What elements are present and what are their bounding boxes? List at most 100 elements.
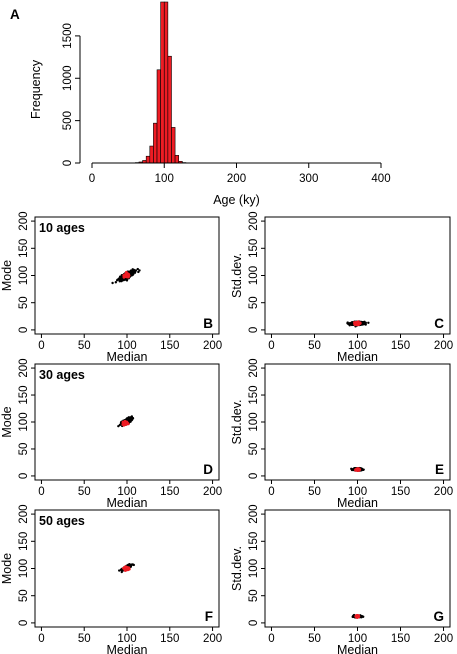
y-tick-label: 0: [18, 473, 30, 479]
panel-d: 0 50 100 150 200 0 50 100 150 200 Median Mode 30 age…: [0, 358, 222, 510]
panel-label: G: [433, 609, 444, 624]
x-tick-label: 0: [89, 173, 95, 185]
y-tick-label: 500: [62, 111, 74, 130]
panel-f: 0 50 100 150 200 0 50 100 150 200 Median Mode 50 age…: [0, 505, 222, 654]
panel-e: 0 50 100 150 200 0 50 100 150 200 Median Std.dev. E: [230, 358, 453, 510]
histogram-bar: [174, 155, 179, 164]
cloud-point: [130, 415, 134, 418]
x-tick-label: 50: [308, 633, 321, 645]
panel-title: 50 ages: [39, 514, 85, 528]
x-tick-label: 0: [38, 633, 44, 645]
cloud-point: [350, 467, 353, 471]
cloud-point: [117, 424, 120, 428]
y-tick-label: 50: [248, 296, 260, 309]
panel-label: E: [435, 462, 444, 477]
y-tick-label: 100: [18, 266, 30, 285]
histogram-bar: [163, 1, 169, 164]
x-tick-label: 200: [203, 486, 222, 498]
y-tick-label: 100: [18, 412, 30, 431]
cloud-point: [348, 322, 352, 326]
x-tick-label: 200: [434, 486, 453, 498]
y-axis-label: Frequency: [29, 59, 43, 119]
cloud-point: [111, 281, 114, 285]
x-tick-label: 200: [434, 340, 453, 352]
panel-label: C: [434, 316, 444, 331]
x-tick-label: 150: [391, 340, 410, 352]
y-tick-label: 150: [248, 532, 260, 551]
cloud-point: [130, 417, 134, 421]
cloud-point: [137, 270, 140, 274]
x-tick-label: 150: [391, 633, 410, 645]
y-tick-label: 50: [248, 443, 260, 456]
center-point: [123, 421, 127, 425]
panel-b: 0 50 100 150 200 0 50 100 150 200 Median Mode 10 age…: [0, 212, 222, 364]
y-axis-label: Std.dev.: [230, 253, 244, 298]
y-tick-label: 150: [248, 239, 260, 258]
histogram-bar: [160, 1, 165, 164]
y-tick-label: 0: [18, 620, 30, 626]
x-axis-label: Median: [107, 496, 148, 510]
x-tick-label: 150: [160, 633, 179, 645]
x-axis-label: Median: [337, 496, 378, 510]
cloud-point: [118, 569, 121, 572]
y-tick-label: 200: [248, 505, 260, 524]
x-tick-label: 100: [117, 340, 136, 352]
y-tick-label: 50: [18, 589, 30, 602]
cloud-point: [132, 269, 135, 273]
x-tick-label: 200: [227, 173, 246, 185]
x-tick-label: 0: [38, 340, 44, 352]
y-tick-label: 50: [248, 589, 260, 602]
panel-a-axes: 0 100 200 300 400 Age (ky) 0 500 1000 1500 Frequen…: [29, 23, 391, 207]
cloud-point: [132, 563, 135, 567]
cloud-point: [115, 279, 119, 282]
y-tick-label: 0: [62, 160, 74, 166]
panel-a-label: A: [10, 7, 20, 22]
cloud-point: [361, 615, 365, 618]
histogram-bar: [171, 127, 176, 164]
x-tick-label: 0: [268, 486, 274, 498]
center-point: [356, 321, 360, 324]
x-axis-label: Median: [337, 350, 378, 364]
x-axis-label: Median: [107, 643, 148, 654]
x-tick-label: 0: [268, 340, 274, 352]
x-tick-label: 0: [38, 486, 44, 498]
panel-label: B: [203, 316, 213, 331]
x-tick-label: 300: [299, 173, 318, 185]
cloud-point: [129, 564, 132, 567]
x-axis-label: Age (ky): [213, 193, 260, 207]
x-tick-label: 50: [78, 340, 91, 352]
center-point: [126, 421, 130, 425]
cloud-point: [367, 321, 370, 324]
histogram-bar: [156, 69, 161, 164]
plot-frame: [264, 363, 451, 481]
y-tick-label: 200: [248, 212, 260, 231]
x-axis-label: Median: [337, 643, 378, 654]
cloud-point: [129, 272, 133, 275]
x-tick-label: 50: [78, 486, 91, 498]
cloud-point: [122, 278, 126, 282]
y-axis-label: Mode: [0, 553, 14, 584]
center-point: [356, 468, 359, 472]
y-tick-label: 50: [18, 443, 30, 456]
y-tick-label: 100: [248, 266, 260, 285]
center-point: [126, 567, 130, 571]
histogram-bar: [153, 122, 158, 164]
histogram-bar: [167, 55, 172, 164]
cloud-point: [117, 277, 121, 280]
x-tick-label: 200: [434, 633, 453, 645]
y-tick-label: 150: [248, 385, 260, 404]
y-tick-label: 100: [248, 412, 260, 431]
y-tick-label: 1000: [62, 65, 74, 91]
scatter-panels: 0 50 100 150 200 0 50 100 150 200 Median Mode 10 age…: [0, 212, 453, 654]
plot-frame: [264, 509, 451, 628]
y-axis-label: Mode: [0, 260, 14, 291]
y-tick-label: 200: [18, 358, 30, 377]
y-axis-label: Mode: [0, 406, 14, 437]
x-tick-label: 200: [203, 633, 222, 645]
x-tick-label: 200: [203, 340, 222, 352]
panel-label: F: [205, 609, 213, 624]
y-tick-label: 150: [18, 239, 30, 258]
x-tick-label: 100: [117, 633, 136, 645]
y-tick-label: 0: [248, 327, 260, 333]
